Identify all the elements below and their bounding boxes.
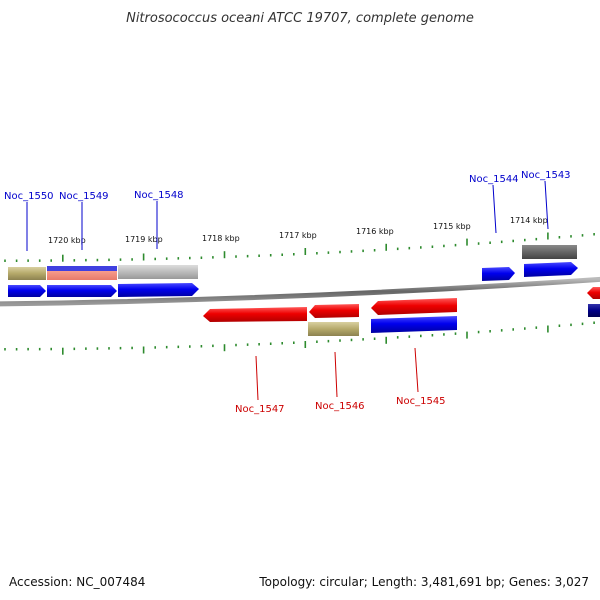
gene-arrow-noc-1546[interactable] [309,304,359,318]
gene-arrow-noc-1543[interactable] [524,262,578,277]
gene-label-noc-1549[interactable]: Noc_1549 [59,191,109,202]
gene-box-olive[interactable] [8,267,46,280]
gene-label-noc-1547[interactable]: Noc_1547 [235,404,285,415]
gene-label-noc-1546[interactable]: Noc_1546 [315,401,365,412]
leader-line [334,351,338,398]
reverse-inner-track [203,287,600,322]
inner-tick-row [4,321,595,355]
gene-box-grey[interactable] [118,265,198,279]
tick-label: 1716 kbp [356,227,394,236]
gene-arrow-red-edge[interactable] [587,287,600,299]
genome-backbone [0,276,600,307]
reverse-gene-labels: Noc_1547 Noc_1546 Noc_1545 [235,347,446,415]
leader-line [544,180,549,230]
leader-line [414,347,419,393]
gene-arrow-noc-1549[interactable] [47,285,117,297]
leader-line [255,355,259,401]
gene-box-blue[interactable] [371,316,457,333]
gene-box-navy[interactable] [588,304,600,317]
gene-label-noc-1550[interactable]: Noc_1550 [4,191,54,202]
gene-box-dark-grey[interactable] [522,245,577,259]
tick-label: 1717 kbp [279,231,317,240]
forward-outer-track [8,245,577,280]
gene-label-noc-1543[interactable]: Noc_1543 [521,170,571,181]
scale-labels: 1720 kbp 1719 kbp 1718 kbp 1717 kbp 1716… [48,216,548,245]
outer-tick-row [4,232,595,262]
leader-line [492,184,497,234]
gene-box-mixed-band [47,266,117,271]
gene-arrow-noc-1548[interactable] [118,283,199,297]
gene-label-noc-1548[interactable]: Noc_1548 [134,190,184,201]
gene-label-noc-1544[interactable]: Noc_1544 [469,174,519,185]
gene-label-noc-1545[interactable]: Noc_1545 [396,396,446,407]
gene-arrow-noc-1544[interactable] [482,267,515,281]
gene-arrow-noc-1545[interactable] [371,298,457,315]
genome-summary-text: Topology: circular; Length: 3,481,691 bp… [258,575,589,589]
gene-arrow-noc-1547[interactable] [203,307,307,322]
gene-arrow-noc-1550[interactable] [8,285,46,297]
forward-inner-track [8,262,578,297]
accession-text: Accession: NC_007484 [9,575,145,589]
tick-label: 1720 kbp [48,236,86,245]
tick-label: 1718 kbp [202,234,240,243]
forward-gene-labels: Noc_1550 Noc_1549 Noc_1548 Noc_1544 Noc_… [4,170,571,251]
tick-label: 1714 kbp [510,216,548,225]
reverse-outer-track [308,304,600,336]
gene-box-olive[interactable] [308,322,359,336]
map-title: Nitrosococcus oceani ATCC 19707, complet… [126,11,474,26]
tick-label: 1715 kbp [433,222,471,231]
tick-label: 1719 kbp [125,235,163,244]
